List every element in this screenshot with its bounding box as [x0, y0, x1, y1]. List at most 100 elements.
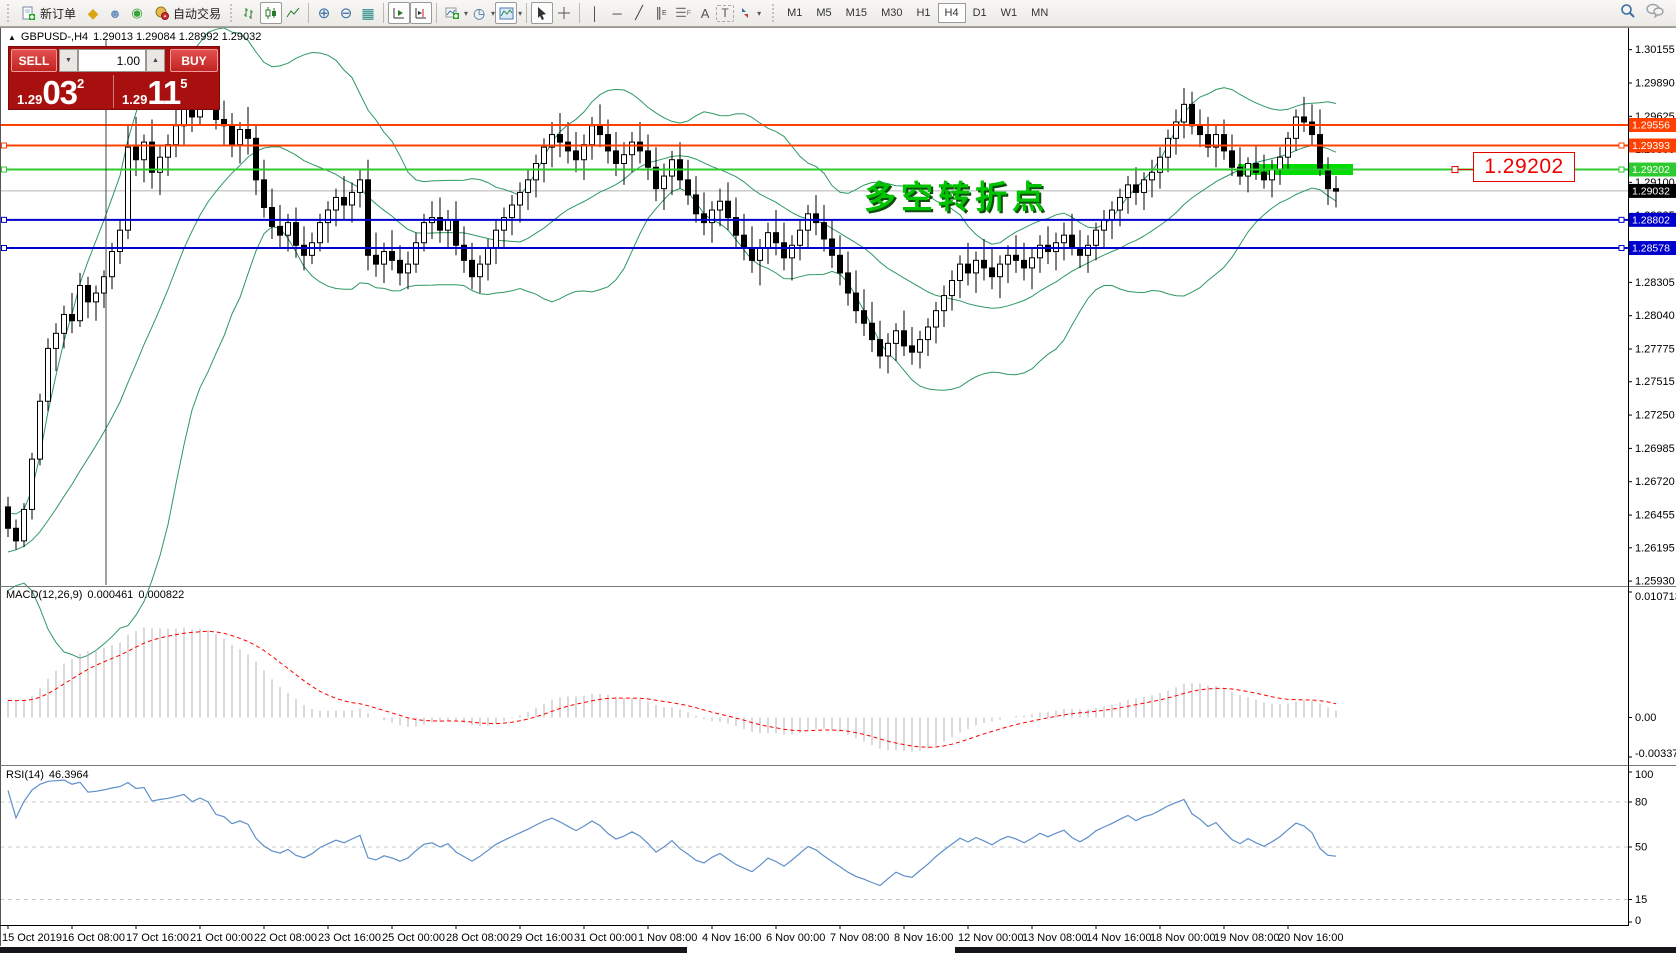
signal-icon[interactable]: ◉ — [131, 5, 143, 20]
volume-input[interactable]: 1.00 — [78, 49, 146, 72]
tf-d1[interactable]: D1 — [972, 7, 987, 19]
svg-text:1.29556: 1.29556 — [1632, 120, 1670, 132]
new-order-button[interactable]: 新订单 — [15, 2, 82, 25]
svg-text:6 Nov 00:00: 6 Nov 00:00 — [766, 932, 825, 944]
toolbar-separator — [526, 3, 528, 23]
zoom-in-icon[interactable]: ⊕ — [317, 5, 331, 22]
chart-annotation-text[interactable]: 多空转折点 — [864, 179, 1050, 215]
main-toolbar: 新订单 ◆ ☻ ◉ 自动交易 ⊕ ⊖ ▦ ▾ — [0, 0, 1676, 27]
bar-chart-icon[interactable] — [238, 2, 260, 24]
svg-text:23 Oct 16:00: 23 Oct 16:00 — [318, 932, 381, 944]
svg-text:50: 50 — [1635, 842, 1647, 854]
svg-text:29 Oct 16:00: 29 Oct 16:00 — [510, 932, 573, 944]
ohlc-values: 1.29013 1.29084 1.28992 1.29032 — [93, 31, 262, 43]
svg-text:1.26985: 1.26985 — [1635, 443, 1675, 455]
crosshair-icon[interactable] — [553, 2, 575, 24]
tf-h4[interactable]: H4 — [937, 3, 966, 23]
collapse-panel-icon[interactable]: ▲ — [8, 32, 16, 42]
sell-price[interactable]: 1.29032 — [17, 74, 84, 111]
text-icon[interactable]: A — [700, 5, 710, 21]
line-chart-icon[interactable] — [282, 2, 304, 24]
arrows-dropdown[interactable]: ▾ — [757, 8, 762, 18]
buy-button[interactable]: BUY — [170, 49, 218, 72]
tile-windows-icon[interactable]: ▦ — [361, 4, 375, 21]
auto-trading-button[interactable]: 自动交易 — [148, 2, 227, 25]
templates-icon[interactable] — [495, 2, 518, 24]
new-order-icon — [22, 6, 35, 20]
macd-signal-value: 0.000822 — [138, 589, 185, 601]
svg-text:1.28040: 1.28040 — [1635, 310, 1675, 322]
svg-text:1.27775: 1.27775 — [1635, 344, 1675, 356]
svg-text:1 Nov 08:00: 1 Nov 08:00 — [638, 932, 697, 944]
svg-text:13 Nov 08:00: 13 Nov 08:00 — [1022, 932, 1087, 944]
svg-text:15: 15 — [1635, 894, 1647, 906]
tf-h1[interactable]: H1 — [916, 7, 931, 19]
sell-price-prefix: 1.29 — [17, 92, 43, 107]
rsi-value: 46.3964 — [48, 769, 89, 781]
toolbar-separator — [436, 3, 438, 23]
periods-clock-icon[interactable]: ◷ — [472, 4, 486, 21]
svg-text:0.00: 0.00 — [1635, 712, 1656, 724]
toolbar-grip[interactable] — [230, 4, 235, 22]
candlestick-chart-icon[interactable] — [260, 2, 283, 24]
equidistant-channel-icon[interactable]: ∥ E — [655, 5, 667, 20]
cursor-icon[interactable] — [531, 2, 554, 24]
svg-text:1.28802: 1.28802 — [1632, 214, 1670, 226]
tf-w1[interactable]: W1 — [1000, 7, 1018, 19]
toolbar-separator — [308, 3, 310, 23]
sell-button[interactable]: SELL — [11, 49, 57, 72]
svg-text:1.29032: 1.29032 — [1632, 185, 1670, 197]
svg-text:22 Oct 08:00: 22 Oct 08:00 — [254, 932, 317, 944]
svg-text:0: 0 — [1635, 915, 1641, 927]
chat-icon[interactable] — [1646, 3, 1664, 23]
fibonacci-icon[interactable]: ☰ F — [675, 5, 692, 20]
price-callout-label[interactable]: 1.29202 — [1473, 152, 1575, 182]
toolbar-grip[interactable] — [772, 4, 777, 22]
buy-price-prefix: 1.29 — [122, 92, 148, 107]
tf-m30[interactable]: M30 — [881, 7, 903, 19]
volume-decrease-button[interactable]: ▼ — [59, 49, 78, 72]
periods-dropdown[interactable]: ▾ — [491, 8, 496, 18]
svg-text:16 Oct 08:00: 16 Oct 08:00 — [62, 932, 125, 944]
svg-text:20 Nov 16:00: 20 Nov 16:00 — [1278, 932, 1343, 944]
add-indicator-icon[interactable] — [441, 2, 463, 24]
tf-mn[interactable]: MN — [1031, 7, 1049, 19]
arrows-icon[interactable] — [734, 2, 756, 24]
buy-price[interactable]: 1.29115 — [122, 74, 188, 111]
svg-text:1.29202: 1.29202 — [1632, 164, 1670, 176]
data-window-icon[interactable]: ☻ — [108, 5, 122, 21]
svg-text:21 Oct 00:00: 21 Oct 00:00 — [190, 932, 253, 944]
auto-scroll-icon[interactable] — [388, 2, 411, 24]
toolbar-separator — [579, 3, 581, 23]
trendline-icon[interactable]: ╱ — [635, 5, 643, 20]
tf-m1[interactable]: M1 — [787, 7, 803, 19]
text-label-icon[interactable]: T — [716, 4, 735, 22]
bottom-edge-gap — [687, 947, 955, 953]
buy-price-pip: 5 — [180, 76, 188, 91]
symbol-period-label: GBPUSD-,H4 — [20, 31, 89, 43]
templates-dropdown[interactable]: ▾ — [518, 8, 523, 18]
svg-text:28 Oct 08:00: 28 Oct 08:00 — [446, 932, 509, 944]
volume-increase-button[interactable]: ▲ — [146, 49, 165, 72]
zoom-out-icon[interactable]: ⊖ — [339, 5, 353, 22]
vertical-line-icon[interactable]: │ — [591, 5, 600, 21]
tf-m5[interactable]: M5 — [816, 7, 832, 19]
timeframe-toolbar: M1 M5 M15 M30 H1 H4 D1 W1 MN — [769, 3, 1055, 23]
chart-shift-icon[interactable] — [410, 2, 433, 24]
toolbar-grip[interactable] — [7, 4, 12, 22]
sell-price-big: 03 — [42, 74, 78, 111]
svg-text:1.29393: 1.29393 — [1632, 140, 1670, 152]
macd-name: MACD(12,26,9) — [6, 589, 83, 601]
add-indicator-dropdown[interactable]: ▾ — [464, 8, 469, 18]
market-watch-icon[interactable]: ◆ — [87, 4, 99, 21]
svg-text:1.27515: 1.27515 — [1635, 376, 1675, 388]
tf-m15[interactable]: M15 — [845, 7, 868, 19]
horizontal-line-icon[interactable]: ─ — [612, 5, 622, 21]
svg-text:100: 100 — [1635, 769, 1653, 781]
svg-text:8 Nov 16:00: 8 Nov 16:00 — [894, 932, 953, 944]
svg-text:0.010713: 0.010713 — [1635, 591, 1676, 603]
search-icon[interactable] — [1620, 3, 1636, 24]
svg-text:1.26720: 1.26720 — [1635, 476, 1675, 488]
